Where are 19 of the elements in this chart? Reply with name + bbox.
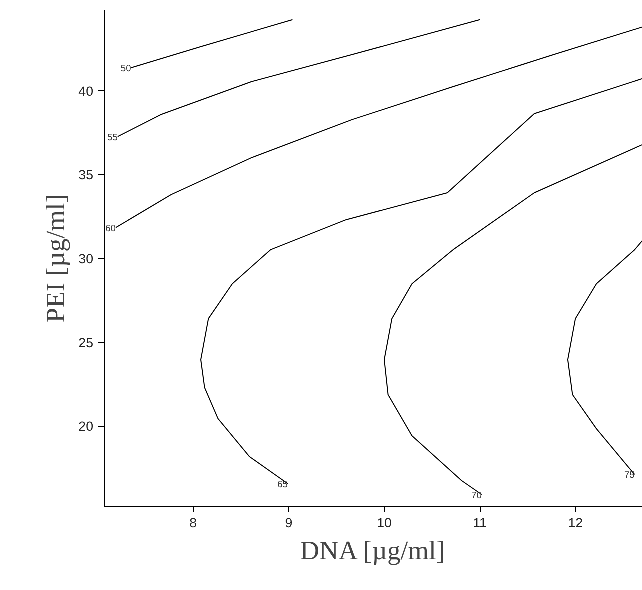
x-tick-label: 12	[568, 516, 584, 530]
x-tick-label: 11	[473, 516, 487, 530]
line-series	[117, 19, 481, 138]
y-tick-label: 30	[78, 252, 94, 266]
y-axis-title: PEI [µg/ml]	[40, 194, 71, 323]
series-label: 55	[108, 132, 118, 142]
y-tick-label: 35	[78, 168, 94, 183]
x-tick-label: 8	[190, 516, 198, 530]
series-label: 75	[624, 470, 635, 480]
x-axis-title: DNA [µg/ml]	[300, 536, 446, 566]
x-tick-label: 10	[377, 516, 392, 530]
series-label: 70	[472, 490, 482, 500]
series-label: 65	[278, 479, 288, 490]
series-label: 50	[120, 63, 132, 74]
y-tick-label: 25	[78, 335, 94, 350]
series-label: 60	[106, 223, 116, 234]
y-tick-label: 20	[78, 419, 94, 434]
x-tick-label: 9	[285, 516, 293, 530]
y-tick-label: 40	[78, 84, 94, 99]
